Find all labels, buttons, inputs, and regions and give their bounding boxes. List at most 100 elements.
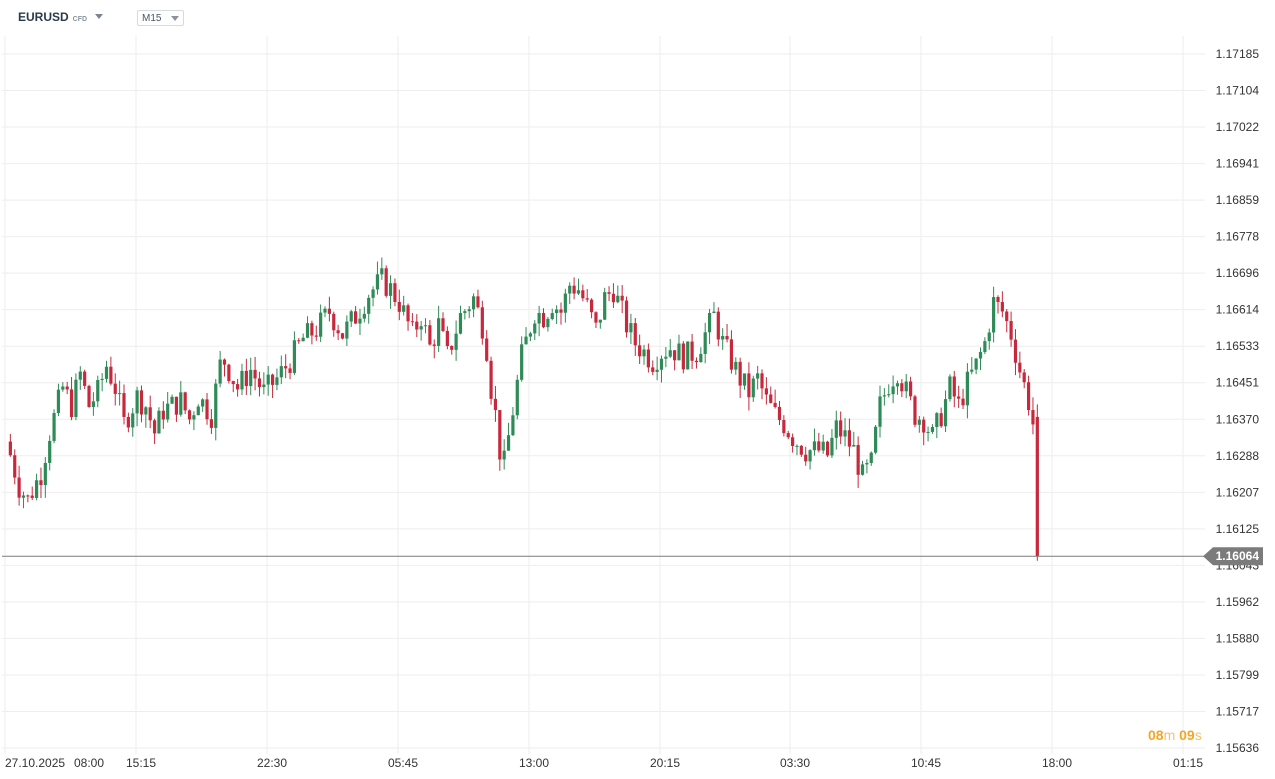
candle bbox=[812, 428, 817, 456]
candle-body bbox=[454, 333, 458, 350]
candle bbox=[126, 412, 130, 433]
candle bbox=[664, 346, 668, 368]
chevron-down-icon bbox=[171, 15, 180, 21]
candle bbox=[262, 372, 266, 395]
candle-body bbox=[34, 480, 39, 498]
candle-body bbox=[895, 383, 900, 387]
candle-body bbox=[310, 323, 314, 336]
candle bbox=[423, 318, 428, 334]
candle-body bbox=[327, 308, 331, 314]
candle bbox=[231, 380, 235, 393]
candle bbox=[78, 366, 82, 390]
candle bbox=[183, 391, 187, 415]
candle-body bbox=[624, 300, 629, 333]
candle-body bbox=[935, 413, 939, 428]
candle bbox=[874, 424, 878, 455]
candle bbox=[922, 416, 926, 446]
candle bbox=[485, 330, 489, 363]
candle bbox=[541, 308, 546, 329]
candle-body bbox=[581, 290, 585, 299]
candle-body bbox=[930, 427, 935, 432]
candle bbox=[476, 289, 480, 309]
candle bbox=[91, 392, 95, 416]
candle-body bbox=[852, 444, 856, 447]
candle bbox=[144, 406, 148, 428]
candle bbox=[668, 338, 672, 358]
candle bbox=[362, 306, 366, 323]
candle-body bbox=[568, 285, 572, 294]
candle-body bbox=[428, 325, 432, 345]
candle bbox=[690, 333, 694, 369]
candle bbox=[694, 357, 699, 369]
candle-body bbox=[882, 395, 886, 397]
candle-body bbox=[791, 437, 795, 447]
candle bbox=[122, 384, 126, 425]
y-tick-label: 1.16778 bbox=[1216, 230, 1260, 244]
candle-body bbox=[135, 390, 139, 414]
candle bbox=[1005, 309, 1009, 333]
candle bbox=[61, 382, 65, 392]
candle bbox=[354, 306, 358, 324]
candle bbox=[777, 401, 782, 426]
candle bbox=[222, 358, 227, 377]
candle bbox=[284, 354, 288, 379]
candle-body bbox=[340, 333, 345, 339]
candle-body bbox=[664, 356, 668, 359]
candle-body bbox=[74, 379, 78, 418]
candle bbox=[380, 257, 384, 280]
candle bbox=[751, 375, 755, 402]
chevron-down-icon bbox=[95, 14, 104, 19]
symbol-selector[interactable]: EURUSD CFD bbox=[18, 10, 104, 26]
candle bbox=[550, 308, 554, 321]
candle-body bbox=[458, 313, 463, 334]
candle-body bbox=[983, 341, 987, 353]
candle bbox=[397, 289, 401, 321]
candle-body bbox=[1026, 382, 1031, 411]
x-tick-label: 15:15 bbox=[126, 756, 156, 770]
candle-body bbox=[305, 323, 310, 338]
candle bbox=[869, 451, 873, 466]
candle bbox=[367, 294, 371, 324]
candle-body bbox=[201, 399, 205, 407]
candle-body bbox=[270, 374, 275, 385]
candle bbox=[799, 444, 803, 457]
candle-body bbox=[904, 381, 908, 392]
y-tick-label: 1.16451 bbox=[1216, 376, 1260, 390]
candle-body bbox=[524, 336, 528, 345]
candle-body bbox=[406, 305, 410, 322]
candle bbox=[633, 317, 637, 356]
candle bbox=[43, 456, 47, 498]
candle bbox=[992, 286, 996, 343]
candle-body bbox=[122, 393, 126, 417]
candle-body bbox=[506, 435, 511, 451]
candle bbox=[310, 320, 314, 345]
candle-body bbox=[869, 452, 873, 463]
candle-body bbox=[262, 384, 266, 388]
candle-body bbox=[821, 441, 825, 451]
x-tick-label: 08:00 bbox=[74, 756, 104, 770]
candle bbox=[384, 265, 388, 298]
candle bbox=[843, 418, 847, 447]
timeframe-selector[interactable]: M15 bbox=[137, 10, 185, 26]
candle bbox=[996, 295, 1000, 314]
candle bbox=[970, 357, 974, 375]
candle-body bbox=[69, 389, 74, 418]
candle-body bbox=[139, 390, 144, 415]
candle bbox=[576, 278, 581, 295]
y-tick-label: 1.16696 bbox=[1216, 266, 1260, 280]
x-tick-label: 18:00 bbox=[1042, 756, 1072, 770]
candle-body bbox=[354, 311, 358, 324]
candle bbox=[568, 282, 572, 305]
candle bbox=[716, 307, 720, 347]
candle-body bbox=[371, 289, 375, 298]
candle-body bbox=[541, 312, 546, 328]
candle bbox=[415, 314, 419, 338]
candle bbox=[572, 277, 576, 300]
candle-body bbox=[703, 332, 707, 354]
candle-body bbox=[476, 296, 480, 308]
x-tick-label: 27.10.2025 bbox=[5, 756, 65, 770]
candle-body bbox=[860, 464, 865, 475]
candle-body bbox=[1000, 301, 1004, 312]
candle bbox=[642, 344, 646, 365]
